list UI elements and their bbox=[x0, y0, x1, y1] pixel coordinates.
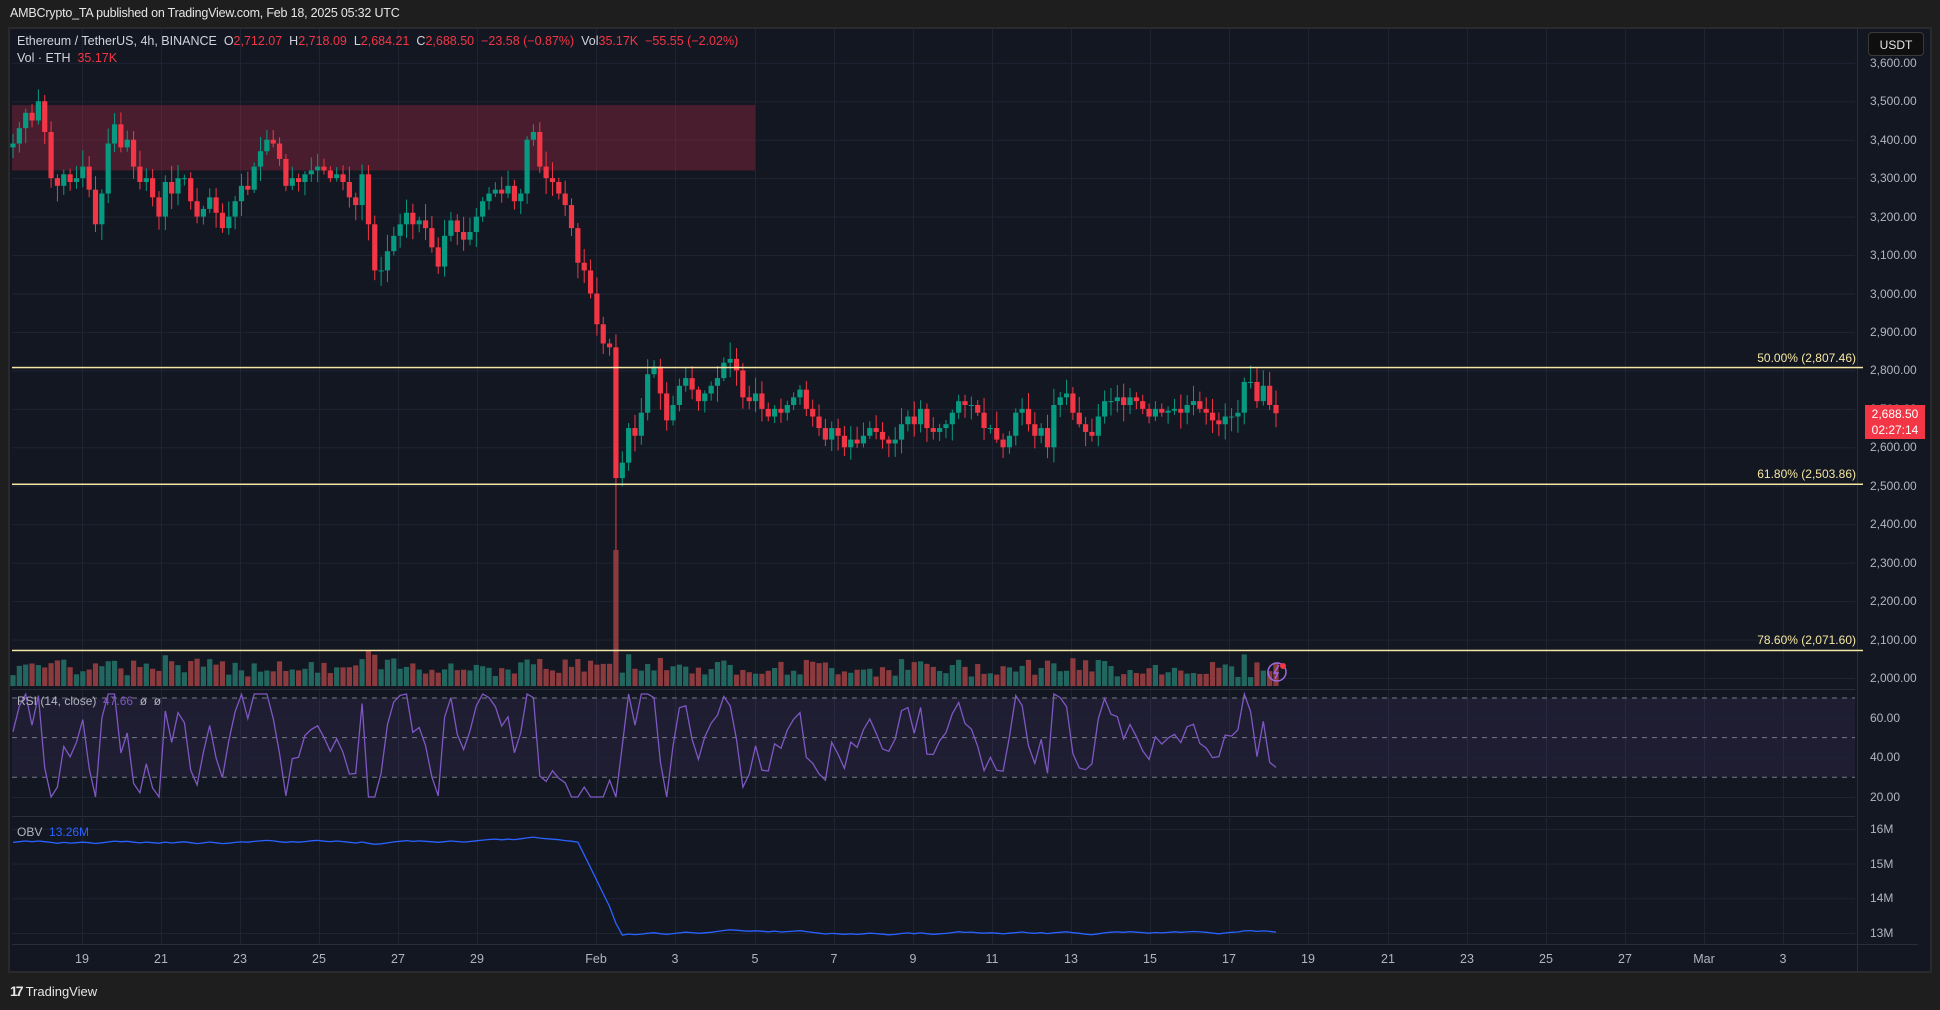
rsi-tick: 60.00 bbox=[1870, 710, 1901, 725]
chart-frame[interactable] bbox=[8, 27, 1932, 973]
price-tick: 2,200.00 bbox=[1870, 594, 1917, 609]
fib-label: 50.00% (2,807.46) bbox=[1757, 350, 1856, 365]
vol-value: 35.17K bbox=[598, 34, 639, 48]
price-tick: 2,500.00 bbox=[1870, 478, 1917, 493]
last-price-tag: 2,688.50 02:27:14 bbox=[1865, 405, 1925, 439]
obv-legend[interactable]: OBV 13.26M bbox=[17, 825, 90, 839]
publisher-line: AMBCrypto_TA published on TradingView.co… bbox=[10, 6, 400, 20]
close-value: 2,688.50 bbox=[425, 34, 475, 48]
time-tick: 25 bbox=[312, 952, 326, 966]
obv-tick: 15M bbox=[1870, 856, 1894, 871]
time-tick: 7 bbox=[830, 952, 838, 966]
fib-label: 61.80% (2,503.86) bbox=[1757, 467, 1856, 482]
tradingview-logo-icon: 17 bbox=[10, 983, 24, 999]
time-tick: 23 bbox=[1460, 952, 1474, 966]
currency-button[interactable]: USDT bbox=[1868, 32, 1924, 56]
time-tick: 27 bbox=[1618, 952, 1632, 966]
volume-legend: Vol · ETH 35.17K bbox=[17, 51, 118, 65]
open-value: 2,712.07 bbox=[233, 34, 283, 48]
obv-tick: 16M bbox=[1870, 821, 1894, 836]
tradingview-footer[interactable]: 17 TradingView bbox=[10, 983, 98, 999]
time-tick: 3 bbox=[1779, 952, 1787, 966]
time-tick: 29 bbox=[470, 952, 484, 966]
alert-lightning-icon bbox=[1267, 662, 1287, 682]
price-tick: 3,300.00 bbox=[1870, 171, 1917, 186]
low-value: 2,684.21 bbox=[360, 34, 410, 48]
time-tick: 9 bbox=[909, 952, 917, 966]
time-tick: 25 bbox=[1539, 952, 1553, 966]
vol-change-value: −55.55 (−2.02%) bbox=[645, 34, 739, 48]
time-tick: 17 bbox=[1222, 952, 1236, 966]
price-tick: 3,100.00 bbox=[1870, 248, 1917, 263]
time-tick: 19 bbox=[75, 952, 89, 966]
rsi-legend[interactable]: RSI (14, close) 47.66 ø ø bbox=[17, 694, 162, 708]
price-tick: 3,400.00 bbox=[1870, 132, 1917, 147]
price-tick: 2,000.00 bbox=[1870, 671, 1917, 685]
rsi-tick: 40.00 bbox=[1870, 750, 1901, 765]
time-tick: 13 bbox=[1064, 952, 1078, 966]
change-value: −23.58 (−0.87%) bbox=[481, 34, 575, 48]
price-tick: 2,400.00 bbox=[1870, 517, 1917, 532]
time-tick: 3 bbox=[671, 952, 679, 966]
time-tick: 21 bbox=[154, 952, 168, 966]
price-tick: 3,600.00 bbox=[1870, 55, 1917, 70]
symbol-legend: Ethereum / TetherUS, 4h, BINANCE O2,712.… bbox=[17, 34, 739, 48]
time-tick: 11 bbox=[985, 952, 999, 966]
time-tick: 15 bbox=[1143, 952, 1157, 966]
obv-tick: 13M bbox=[1870, 926, 1894, 940]
time-tick: 21 bbox=[1381, 952, 1395, 966]
fib-label: 78.60% (2,071.60) bbox=[1757, 633, 1856, 648]
high-value: 2,718.09 bbox=[298, 34, 347, 48]
time-tick: 5 bbox=[751, 952, 759, 966]
price-tick: 3,500.00 bbox=[1870, 94, 1917, 109]
time-tick: 23 bbox=[233, 952, 247, 966]
symbol-title[interactable]: Ethereum / TetherUS, 4h, BINANCE bbox=[17, 34, 217, 48]
time-tick: Mar bbox=[1693, 952, 1715, 966]
price-tick: 3,000.00 bbox=[1870, 286, 1917, 301]
obv-tick: 14M bbox=[1870, 891, 1894, 906]
price-tick: 2,300.00 bbox=[1870, 555, 1917, 570]
price-tick: 2,100.00 bbox=[1870, 632, 1917, 647]
price-tick: 3,200.00 bbox=[1870, 209, 1917, 224]
time-tick: 19 bbox=[1301, 952, 1315, 966]
rsi-tick: 20.00 bbox=[1870, 790, 1901, 804]
price-tick: 2,900.00 bbox=[1870, 324, 1917, 339]
time-tick: 27 bbox=[391, 952, 405, 966]
time-tick: Feb bbox=[585, 952, 607, 966]
price-tick: 2,800.00 bbox=[1870, 363, 1917, 378]
price-tick: 2,600.00 bbox=[1870, 440, 1917, 455]
